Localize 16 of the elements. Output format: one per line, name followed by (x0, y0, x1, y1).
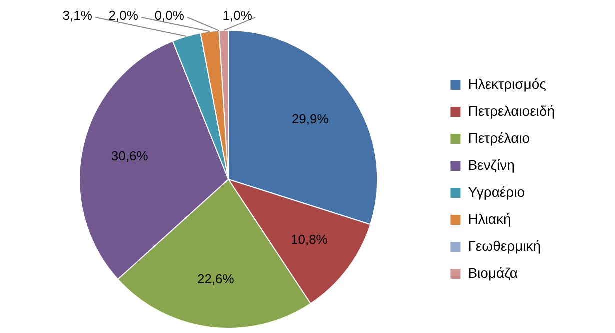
data-label: 22,6% (197, 272, 235, 287)
data-label: 29,9% (292, 111, 330, 126)
legend-label: Πετρελαιοειδή (468, 102, 555, 119)
legend-label: Γεωθερμική (468, 238, 542, 254)
text: 0,0% (154, 8, 184, 24)
legend-label: Υγραέριο (468, 184, 526, 200)
legend-label: Ηλιακή (468, 210, 512, 227)
data-label: 3,1% (62, 8, 93, 24)
legend-label: Ηλεκτρισμός (468, 76, 547, 92)
data-label: 30,6% (111, 148, 149, 164)
legend-label: Βενζίνη (468, 156, 515, 173)
legend-label: Πετρέλαιο (468, 130, 530, 146)
data-label: 1,0% (222, 8, 253, 24)
data-label: 2,0% (108, 8, 139, 24)
legend-label: Βιομάζα (468, 264, 518, 281)
data-label: 10,8% (290, 232, 328, 248)
